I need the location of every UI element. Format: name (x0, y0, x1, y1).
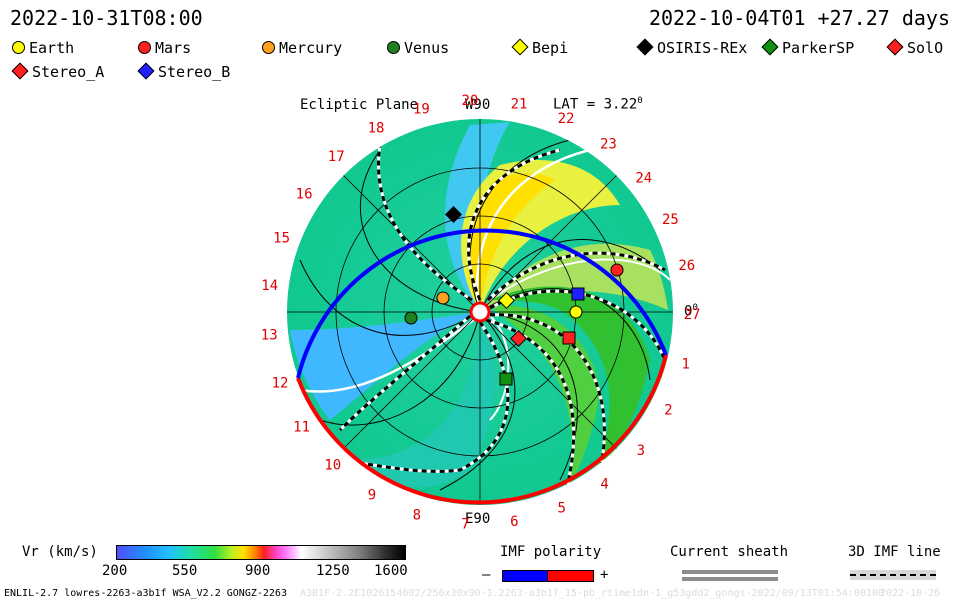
mars-position-icon (610, 263, 624, 277)
carrington-tick-25: 25 (662, 212, 679, 228)
carrington-tick-24: 24 (635, 170, 652, 186)
current-sheath-swatch-lower (682, 577, 778, 581)
colorbar-tick-1250: 1250 (316, 563, 350, 579)
carrington-tick-21: 21 (511, 97, 528, 113)
legend-mercury: Mercury (262, 39, 342, 57)
current-sheath-swatch-upper (682, 570, 778, 574)
legend-stereo-b: Stereo_B (137, 62, 230, 81)
colorbar-tick-1600: 1600 (374, 563, 408, 579)
carrington-tick-12: 12 (272, 375, 289, 391)
mercury-marker-icon (262, 41, 275, 54)
carrington-tick-26: 26 (678, 258, 695, 274)
current-sheath-line-4 (489, 258, 671, 301)
osiris-rex-position-icon (445, 206, 462, 223)
carrington-tick-22: 22 (558, 111, 575, 127)
colorbar-tick-200: 200 (102, 563, 128, 579)
carrington-tick-3: 3 (637, 443, 645, 459)
right-axis-label: 00 (684, 303, 698, 320)
colorbar-label: Vr (km/s) (22, 544, 98, 560)
current-sheath-title: Current sheath (670, 544, 789, 560)
venus-marker-icon (387, 41, 400, 54)
carrington-tick-15: 15 (273, 230, 290, 246)
legend-solo: SolO (886, 38, 943, 57)
bottom-axis-label: E90 (465, 511, 491, 527)
carrington-tick-18: 18 (368, 120, 385, 136)
carrington-tick-6: 6 (510, 514, 518, 530)
fast-wind-core-yellow (468, 173, 555, 312)
stereo-b-position-icon (571, 287, 585, 301)
imf-polarity-negative-swatch (502, 570, 549, 582)
colorbar-tick-550: 550 (172, 563, 198, 579)
reference-time: 2022-10-04T01 +27.27 days (648, 6, 950, 30)
slow-wind-sector-blue (290, 312, 480, 420)
carrington-tick-17: 17 (328, 149, 345, 165)
plot-title: Ecliptic Plane (300, 97, 419, 113)
imf-polarity-plus: + (600, 567, 609, 583)
legend-stereo-a: Stereo_A (11, 62, 104, 81)
imf-polarity-minus: – (482, 567, 491, 583)
mars-marker-icon (138, 41, 151, 54)
bepi-position-icon (498, 292, 515, 309)
velocity-colorbar (116, 545, 406, 560)
carrington-tick-11: 11 (293, 420, 310, 436)
carrington-tick-14: 14 (261, 278, 278, 294)
carrington-tick-7: 7 (461, 517, 469, 533)
carrington-tick-4: 4 (600, 477, 608, 493)
current-sheath-line-2 (475, 148, 591, 306)
stereo-a-position-icon (562, 331, 576, 345)
latitude-label: LAT = 3.220 (553, 96, 643, 113)
earth-marker-icon (12, 41, 25, 54)
footer-run-info: ENLIL-2.7 lowres-2263-a3b1f WSA_V2.2 GON… (4, 588, 287, 599)
imf-line-title: 3D IMF line (848, 544, 941, 560)
carrington-tick-5: 5 (557, 501, 565, 517)
3d-imf-lines (338, 144, 667, 496)
legend-parkersp: ParkerSP (761, 38, 854, 57)
imf-polarity-title: IMF polarity (500, 544, 602, 560)
green-spiral-band-1 (490, 286, 650, 480)
carrington-tick-10: 10 (324, 458, 341, 474)
carrington-tick-8: 8 (413, 507, 421, 523)
carrington-tick-27: 27 (684, 307, 701, 323)
venus-position-icon (404, 311, 418, 325)
legend-osiris-rex: OSIRIS-REx (636, 38, 747, 57)
parkersp-position-icon (499, 372, 513, 386)
polarity-ring-positive (296, 354, 668, 505)
polarity-ring-negative (296, 228, 668, 379)
footer-date: 2022-10-26 (880, 588, 941, 599)
current-sheath-line-1 (299, 316, 477, 393)
colorbar-tick-900: 900 (245, 563, 271, 579)
sun-icon (469, 301, 491, 323)
carrington-tick-20: 20 (461, 93, 478, 109)
carrington-tick-1: 1 (681, 356, 689, 372)
carrington-tick-19: 19 (413, 101, 430, 117)
legend-venus: Venus (387, 39, 449, 57)
imf-polarity-positive-swatch (547, 570, 594, 582)
imf-line-swatch (850, 570, 936, 580)
carrington-tick-13: 13 (261, 327, 278, 343)
legend-earth: Earth (12, 39, 74, 57)
carrington-tick-9: 9 (368, 487, 376, 503)
carrington-tick-16: 16 (296, 187, 313, 203)
mercury-position-icon (436, 291, 450, 305)
legend-mars: Mars (138, 39, 191, 57)
footer-run-id: A3B1F-2.2E1026154602/256x30x90-1.2263-a3… (300, 588, 884, 599)
run-time: 2022-10-31T08:00 (10, 6, 203, 30)
teal-spiral-band (350, 318, 495, 488)
earth-position-icon (569, 305, 583, 319)
carrington-tick-2: 2 (664, 402, 672, 418)
solo-position-icon (510, 330, 527, 347)
legend-bepi: Bepi (511, 38, 568, 57)
top-axis-label: W90 (465, 97, 491, 113)
carrington-tick-23: 23 (600, 136, 617, 152)
